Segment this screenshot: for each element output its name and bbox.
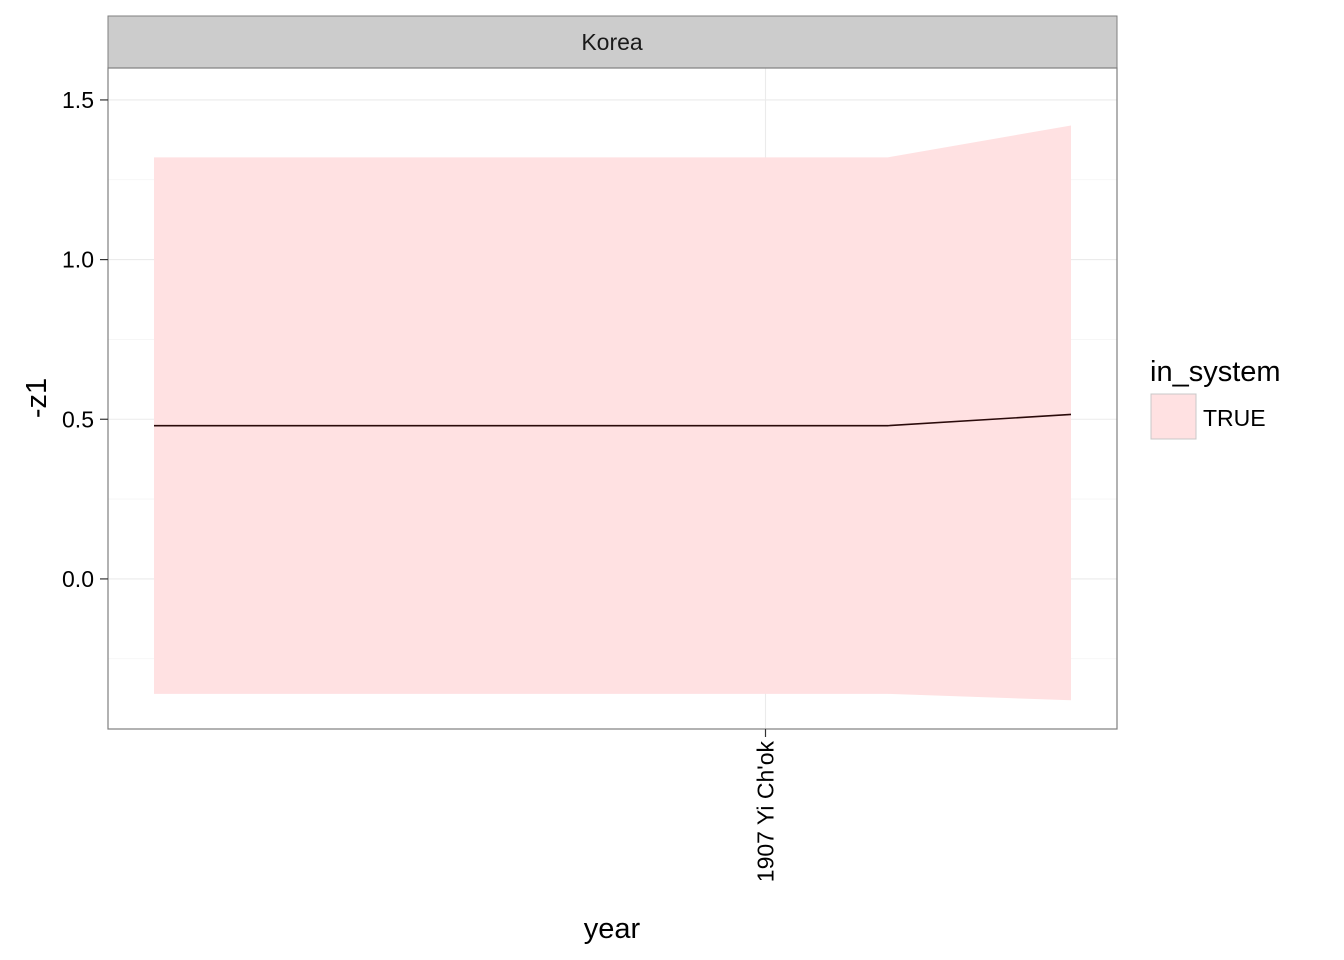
y-tick-label: 0.0	[62, 566, 94, 592]
y-axis-title: -z1	[21, 378, 53, 418]
x-axis-title: year	[584, 913, 641, 945]
x-axis: 1907 Yi Ch'ok	[753, 729, 779, 882]
facet-strip	[107, 15, 1118, 69]
panel-border	[107, 67, 1118, 730]
legend-key-true	[1150, 393, 1197, 440]
y-tick-label: 1.5	[62, 87, 94, 113]
x-tick-label: 1907 Yi Ch'ok	[753, 741, 779, 883]
y-tick-label: 0.5	[62, 406, 94, 432]
legend-label-true: TRUE	[1203, 405, 1266, 431]
ribbon-layer	[154, 125, 1071, 701]
line-layer	[154, 413, 1072, 427]
facet-strip-label: Korea	[581, 29, 643, 55]
y-axis: 0.0 0.5 1.0 1.5	[62, 87, 108, 592]
legend-title: in_system	[1150, 356, 1281, 388]
series-line	[154, 413, 1072, 427]
legend: in_system TRUE	[1150, 356, 1281, 440]
y-tick-label: 1.0	[62, 247, 94, 273]
confidence-ribbon	[154, 125, 1071, 701]
